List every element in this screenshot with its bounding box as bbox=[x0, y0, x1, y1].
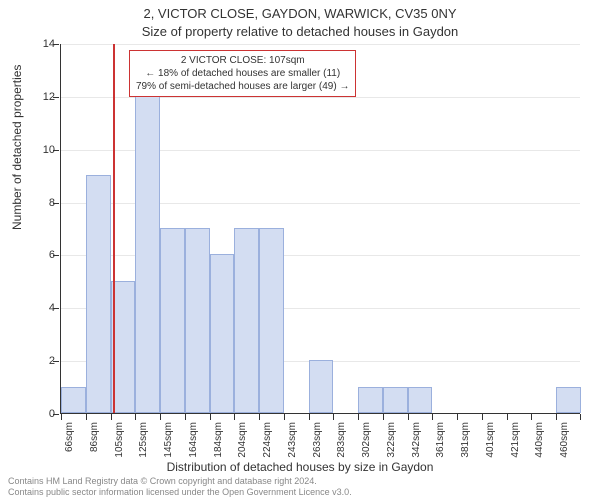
info-box-line1: 2 VICTOR CLOSE: 107sqm bbox=[136, 54, 349, 67]
histogram-bar bbox=[160, 228, 185, 413]
plot-area: 0246810121466sqm86sqm105sqm125sqm145sqm1… bbox=[60, 44, 580, 414]
x-tick bbox=[556, 414, 557, 420]
y-tick-label: 12 bbox=[29, 91, 55, 103]
page-title: 2, VICTOR CLOSE, GAYDON, WARWICK, CV35 0… bbox=[0, 6, 600, 21]
x-tick bbox=[185, 414, 186, 420]
histogram-bar bbox=[185, 228, 210, 413]
histogram-bar bbox=[61, 387, 86, 413]
x-tick bbox=[383, 414, 384, 420]
y-tick-label: 10 bbox=[29, 144, 55, 156]
y-tick-label: 8 bbox=[29, 197, 55, 209]
x-tick bbox=[580, 414, 581, 420]
x-tick bbox=[86, 414, 87, 420]
histogram-bar bbox=[556, 387, 581, 413]
x-tick bbox=[358, 414, 359, 420]
y-tick-label: 14 bbox=[29, 38, 55, 50]
histogram-bar bbox=[358, 387, 383, 413]
x-tick bbox=[259, 414, 260, 420]
x-tick bbox=[333, 414, 334, 420]
histogram-bar bbox=[383, 387, 408, 413]
y-tick-label: 0 bbox=[29, 408, 55, 420]
histogram-bar bbox=[408, 387, 433, 413]
info-box-line3: 79% of semi-detached houses are larger (… bbox=[136, 80, 349, 93]
x-tick bbox=[61, 414, 62, 420]
x-tick bbox=[160, 414, 161, 420]
gridline bbox=[61, 44, 580, 45]
y-tick-label: 4 bbox=[29, 302, 55, 314]
x-tick bbox=[457, 414, 458, 420]
x-tick bbox=[111, 414, 112, 420]
x-tick bbox=[408, 414, 409, 420]
x-axis-label: Distribution of detached houses by size … bbox=[0, 460, 600, 474]
histogram-bar bbox=[86, 175, 111, 413]
histogram-bar bbox=[309, 360, 334, 413]
footer-attribution: Contains HM Land Registry data © Crown c… bbox=[8, 476, 352, 498]
histogram-bar bbox=[135, 96, 160, 413]
x-tick bbox=[234, 414, 235, 420]
chart-container: 2, VICTOR CLOSE, GAYDON, WARWICK, CV35 0… bbox=[0, 0, 600, 500]
x-tick bbox=[284, 414, 285, 420]
x-tick bbox=[507, 414, 508, 420]
info-box: 2 VICTOR CLOSE: 107sqm ← 18% of detached… bbox=[129, 50, 356, 97]
x-tick bbox=[482, 414, 483, 420]
histogram-bar bbox=[259, 228, 284, 413]
footer-line2: Contains public sector information licen… bbox=[8, 487, 352, 498]
y-axis-label: Number of detached properties bbox=[10, 65, 24, 230]
page-subtitle: Size of property relative to detached ho… bbox=[0, 24, 600, 39]
y-tick-label: 6 bbox=[29, 249, 55, 261]
x-tick bbox=[135, 414, 136, 420]
histogram-bar bbox=[234, 228, 259, 413]
info-box-line2: ← 18% of detached houses are smaller (11… bbox=[136, 67, 349, 80]
histogram-bar bbox=[210, 254, 235, 413]
x-tick bbox=[432, 414, 433, 420]
footer-line1: Contains HM Land Registry data © Crown c… bbox=[8, 476, 352, 487]
x-tick bbox=[309, 414, 310, 420]
y-tick-label: 2 bbox=[29, 355, 55, 367]
x-tick bbox=[210, 414, 211, 420]
property-marker-line bbox=[113, 44, 115, 413]
x-tick bbox=[531, 414, 532, 420]
